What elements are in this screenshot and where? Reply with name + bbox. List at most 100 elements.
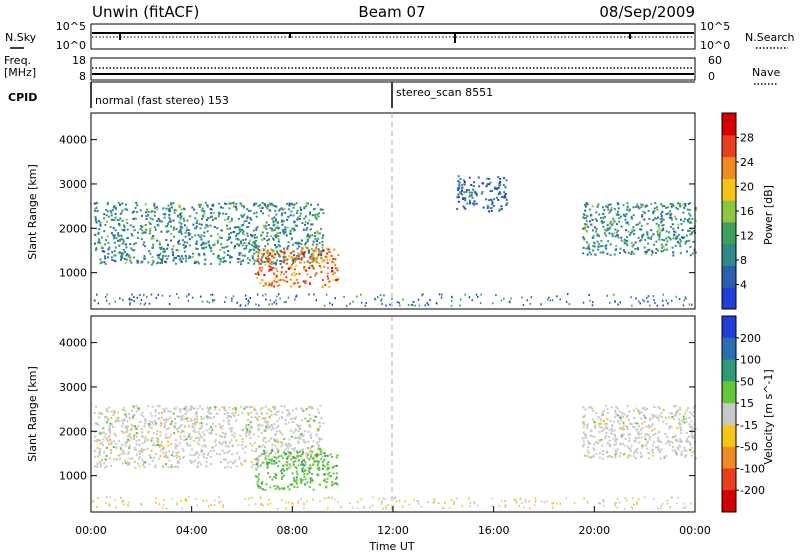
echo-cell: [124, 251, 127, 253]
echo-cell: [114, 246, 117, 249]
echo-cell: [199, 405, 202, 408]
echo-cell: [668, 216, 671, 219]
ground-scatter-cell: [401, 505, 404, 508]
ground-scatter-cell: [231, 297, 233, 300]
ground-scatter-cell: [202, 500, 204, 502]
echo-cell: [689, 202, 692, 204]
echo-cell: [243, 407, 246, 410]
echo-cell: [227, 445, 230, 448]
echo-cell: [264, 245, 267, 248]
echo-cell: [287, 215, 290, 218]
echo-cell: [148, 463, 151, 466]
echo-cell: [684, 217, 686, 220]
echo-cell: [595, 230, 598, 233]
echo-cell: [178, 442, 181, 445]
echo-cell: [615, 213, 618, 216]
echo-cell: [318, 437, 321, 440]
echo-cell: [618, 410, 621, 413]
echo-cell: [466, 202, 469, 205]
echo-cell: [606, 224, 609, 227]
echo-cell: [126, 440, 129, 443]
echo-cell: [584, 223, 587, 226]
echo-cell: [593, 449, 596, 452]
echo-cell: [104, 262, 107, 265]
echo-cell: [253, 441, 256, 444]
echo-cell: [685, 240, 688, 243]
ground-scatter-cell: [323, 304, 326, 307]
echo-cell: [261, 417, 264, 420]
echo-cell: [253, 229, 255, 232]
echo-cell: [157, 405, 160, 407]
echo-cell: [654, 217, 656, 220]
echo-cell: [177, 415, 180, 418]
echo-cell: [473, 181, 476, 184]
echo-cell: [169, 433, 172, 436]
echo-cell: [132, 417, 135, 420]
echo-cell: [599, 245, 602, 248]
echo-cell: [304, 461, 307, 464]
echo-cell: [251, 405, 254, 408]
echo-cell: [160, 230, 163, 233]
ground-scatter-cell: [682, 507, 685, 510]
echo-cell: [295, 470, 298, 473]
echo-cell: [301, 252, 304, 255]
echo-cell: [263, 249, 266, 251]
echo-cell: [639, 417, 642, 420]
echo-cell: [104, 223, 107, 226]
echo-cell: [173, 455, 176, 458]
echo-cell: [307, 261, 309, 264]
echo-cell: [315, 258, 318, 261]
echo-cell: [149, 252, 152, 255]
echo-cell: [262, 284, 265, 287]
echo-cell: [203, 231, 206, 234]
echo-cell: [125, 425, 128, 428]
echo-cell: [141, 451, 144, 453]
echo-cell: [164, 424, 167, 427]
echo-cell: [259, 207, 262, 209]
echo-cell: [300, 433, 302, 436]
echo-cell: [629, 433, 632, 436]
echo-cell: [208, 431, 211, 434]
echo-cell: [272, 280, 275, 283]
echo-cell: [201, 424, 204, 427]
echo-cell: [237, 261, 240, 264]
echo-cell: [278, 488, 281, 491]
echo-cell: [179, 213, 181, 216]
echo-cell: [290, 429, 292, 432]
echo-cell: [132, 229, 135, 232]
echo-cell: [293, 271, 295, 274]
echo-cell: [94, 219, 97, 222]
echo-cell: [258, 445, 261, 448]
echo-cell: [313, 459, 316, 462]
echo-cell: [178, 408, 181, 411]
echo-cell: [247, 225, 250, 228]
ground-scatter-cell: [218, 501, 220, 504]
echo-cell: [634, 436, 637, 439]
echo-cell: [210, 417, 212, 420]
echo-cell: [247, 419, 250, 422]
echo-cell: [335, 464, 338, 467]
echo-cell: [253, 212, 256, 215]
echo-cell: [468, 176, 471, 179]
echo-cell: [318, 262, 321, 265]
echo-cell: [225, 441, 228, 444]
echo-cell: [230, 256, 233, 259]
echo-cell: [638, 412, 641, 415]
echo-cell: [672, 405, 675, 408]
ground-scatter-cell: [662, 502, 664, 505]
echo-cell: [246, 215, 249, 218]
echo-cell: [688, 423, 691, 426]
echo-cell: [156, 444, 159, 446]
echo-cell: [591, 418, 594, 421]
echo-cell: [306, 273, 309, 276]
echo-cell: [334, 258, 337, 261]
echo-cell: [608, 443, 611, 446]
echo-cell: [268, 265, 271, 268]
echo-cell: [297, 216, 300, 219]
echo-cell: [298, 253, 301, 256]
echo-cell: [293, 282, 296, 285]
echo-cell: [115, 447, 118, 449]
echo-cell: [636, 447, 639, 450]
ground-scatter-cell: [552, 502, 555, 505]
